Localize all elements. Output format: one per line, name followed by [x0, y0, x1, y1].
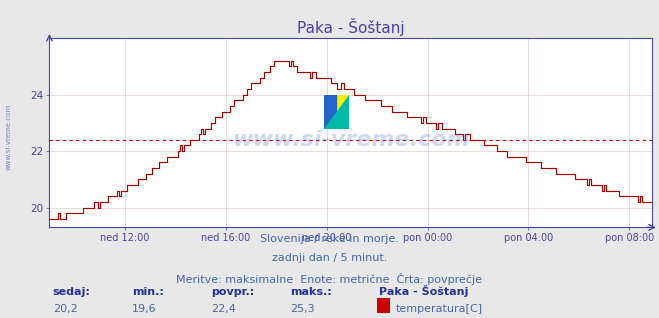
Text: Slovenija / reke in morje.: Slovenija / reke in morje.: [260, 234, 399, 244]
Text: sedaj:: sedaj:: [53, 287, 90, 297]
Text: Meritve: maksimalne  Enote: metrične  Črta: povprečje: Meritve: maksimalne Enote: metrične Črta…: [177, 273, 482, 285]
Text: 20,2: 20,2: [53, 304, 78, 314]
Text: zadnji dan / 5 minut.: zadnji dan / 5 minut.: [272, 253, 387, 263]
Title: Paka - Šoštanj: Paka - Šoštanj: [297, 17, 405, 36]
Bar: [324, 95, 337, 129]
Text: min.:: min.:: [132, 287, 163, 297]
Polygon shape: [324, 95, 349, 129]
Text: 22,4: 22,4: [211, 304, 236, 314]
Text: 25,3: 25,3: [290, 304, 314, 314]
Text: povpr.:: povpr.:: [211, 287, 254, 297]
Text: temperatura[C]: temperatura[C]: [395, 304, 482, 314]
Text: 19,6: 19,6: [132, 304, 156, 314]
Text: maks.:: maks.:: [290, 287, 331, 297]
Text: www.si-vreme.com: www.si-vreme.com: [232, 130, 470, 150]
Text: www.si-vreme.com: www.si-vreme.com: [5, 104, 11, 170]
Text: Paka - Šoštanj: Paka - Šoštanj: [379, 285, 469, 297]
